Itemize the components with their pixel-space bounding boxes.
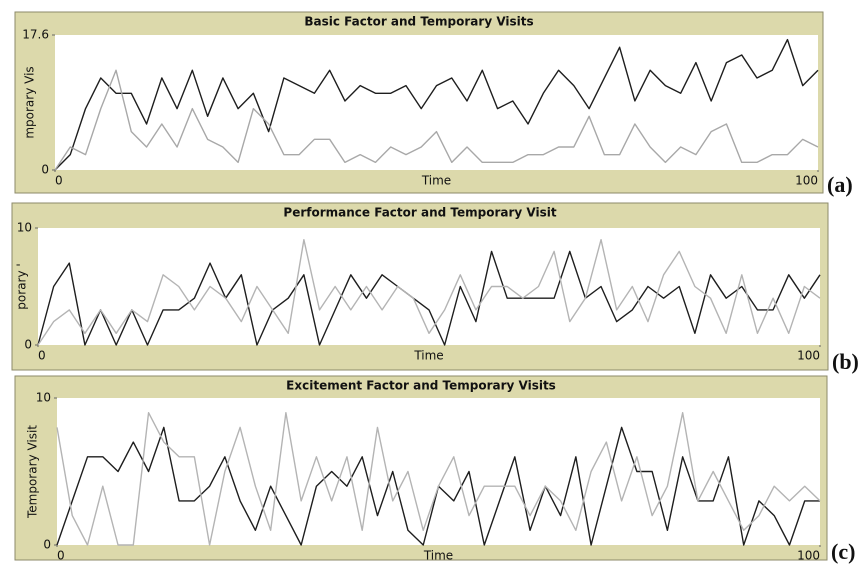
plot-area	[55, 35, 818, 170]
plot-area	[57, 398, 820, 545]
x-axis-label: Time	[413, 349, 443, 363]
y-tick-label: 10	[17, 221, 32, 235]
x-tick-label: 100	[795, 174, 818, 188]
y-axis-label: mporary Vis	[23, 66, 37, 138]
chart-title: Performance Factor and Temporary Visit	[283, 206, 556, 220]
panel-label: (b)	[832, 349, 859, 374]
y-tick-label: 0	[43, 538, 51, 552]
chart-title: Basic Factor and Temporary Visits	[304, 15, 533, 29]
y-tick-label: 0	[41, 163, 49, 177]
x-tick-label: 0	[55, 174, 63, 188]
series-line	[54, 69, 819, 171]
y-tick-label: 0	[24, 338, 32, 352]
series-line	[54, 38, 819, 171]
series-line	[56, 412, 821, 546]
x-tick-label: 100	[797, 349, 820, 363]
series-line	[37, 239, 821, 346]
y-axis-label: porary '	[15, 263, 29, 309]
x-tick-label: 0	[57, 549, 65, 563]
y-axis-label: Temporary Visit	[26, 425, 40, 519]
panel-label: (a)	[827, 172, 853, 197]
y-tick-label: 17.6	[22, 28, 49, 42]
plot-area	[38, 228, 820, 345]
x-tick-label: 0	[38, 349, 46, 363]
y-tick-label: 10	[36, 391, 51, 405]
chart-title: Excitement Factor and Temporary Visits	[286, 379, 556, 393]
x-axis-label: Time	[421, 174, 451, 188]
series-line	[37, 250, 821, 346]
x-tick-label: 100	[797, 549, 820, 563]
panel-label: (c)	[831, 539, 855, 564]
x-axis-label: Time	[423, 549, 453, 563]
